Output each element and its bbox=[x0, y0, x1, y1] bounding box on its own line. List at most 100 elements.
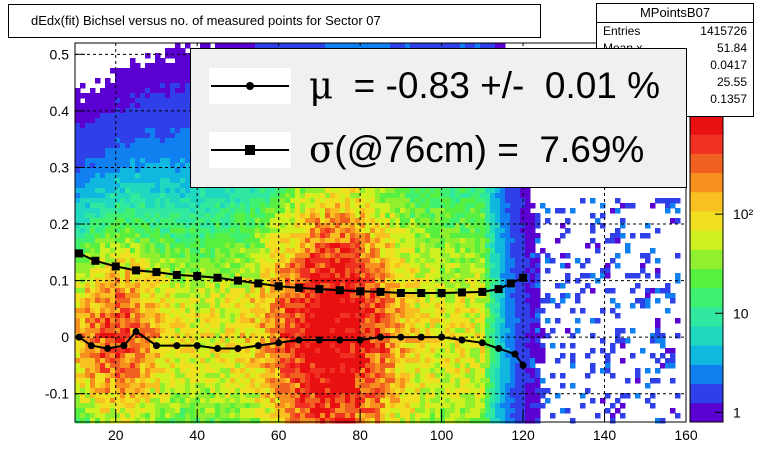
heatmap-cell bbox=[140, 168, 146, 174]
heatmap-cell bbox=[310, 253, 316, 259]
heatmap-cell bbox=[280, 358, 286, 364]
heatmap-cell bbox=[190, 248, 196, 254]
heatmap-cell bbox=[195, 218, 201, 224]
heatmap-cell bbox=[330, 243, 336, 249]
heatmap-cell bbox=[365, 213, 371, 219]
heatmap-cell bbox=[330, 283, 336, 289]
heatmap-cell bbox=[250, 383, 256, 389]
heatmap-cell bbox=[165, 288, 171, 294]
heatmap-cell bbox=[130, 238, 136, 244]
heatmap-cell bbox=[180, 103, 186, 109]
heatmap-cell bbox=[205, 243, 211, 249]
heatmap-cell bbox=[245, 358, 251, 364]
heatmap-cell bbox=[125, 318, 131, 324]
heatmap-cell bbox=[100, 128, 106, 134]
heatmap-cell bbox=[205, 313, 211, 319]
heatmap-cell bbox=[255, 308, 261, 314]
heatmap-cell bbox=[340, 403, 346, 409]
heatmap-cell bbox=[385, 393, 391, 399]
heatmap-cell bbox=[235, 238, 241, 244]
heatmap-cell bbox=[145, 73, 151, 79]
heatmap-cell bbox=[90, 328, 96, 334]
heatmap-cell bbox=[280, 298, 286, 304]
heatmap-cell bbox=[115, 203, 121, 209]
heatmap-cell bbox=[145, 343, 151, 349]
heatmap-cell bbox=[135, 343, 141, 349]
heatmap-cell bbox=[125, 233, 131, 239]
heatmap-cell bbox=[300, 353, 306, 359]
heatmap-cell bbox=[400, 298, 406, 304]
heatmap-cell bbox=[115, 268, 121, 274]
heatmap-cell bbox=[140, 223, 146, 229]
heatmap-cell bbox=[275, 358, 281, 364]
heatmap-cell bbox=[400, 233, 406, 239]
heatmap-cell bbox=[185, 218, 191, 224]
heatmap-cell bbox=[90, 168, 96, 174]
heatmap-cell bbox=[140, 353, 146, 359]
heatmap-cell bbox=[235, 223, 241, 229]
heatmap-cell bbox=[90, 323, 96, 329]
heatmap-cell bbox=[160, 203, 166, 209]
heatmap-cell bbox=[375, 403, 381, 409]
heatmap-cell bbox=[125, 113, 131, 119]
heatmap-cell bbox=[80, 398, 86, 404]
heatmap-cell bbox=[115, 363, 121, 369]
heatmap-cell bbox=[330, 358, 336, 364]
heatmap-cell bbox=[275, 368, 281, 374]
heatmap-cell bbox=[185, 178, 191, 184]
heatmap-cell bbox=[190, 298, 196, 304]
heatmap-cell bbox=[120, 318, 126, 324]
heatmap-cell bbox=[95, 188, 101, 194]
heatmap-cell bbox=[210, 398, 216, 404]
heatmap-cell bbox=[155, 353, 161, 359]
heatmap-cell bbox=[120, 263, 126, 269]
heatmap-cell bbox=[110, 288, 116, 294]
heatmap-cell bbox=[215, 328, 221, 334]
heatmap-cell bbox=[345, 418, 351, 424]
heatmap-cell bbox=[120, 338, 126, 344]
heatmap-cell bbox=[120, 248, 126, 254]
heatmap-cell bbox=[380, 348, 386, 354]
heatmap-cell bbox=[85, 338, 91, 344]
heatmap-cell bbox=[195, 303, 201, 309]
heatmap-cell bbox=[105, 303, 111, 309]
heatmap-cell bbox=[300, 378, 306, 384]
heatmap-cell bbox=[180, 413, 186, 419]
heatmap-cell bbox=[120, 313, 126, 319]
heatmap-cell bbox=[350, 363, 356, 369]
heatmap-cell bbox=[75, 308, 81, 314]
heatmap-cell bbox=[165, 68, 171, 74]
heatmap-cell bbox=[295, 403, 301, 409]
heatmap-cell bbox=[85, 178, 91, 184]
heatmap-cell bbox=[370, 258, 376, 264]
heatmap-cell bbox=[325, 333, 331, 339]
heatmap-cell bbox=[255, 353, 261, 359]
heatmap-cell bbox=[360, 308, 366, 314]
heatmap-cell bbox=[305, 248, 311, 254]
heatmap-cell bbox=[175, 303, 181, 309]
heatmap-cell bbox=[395, 413, 401, 419]
heatmap-cell bbox=[265, 253, 271, 259]
heatmap-cell bbox=[195, 353, 201, 359]
heatmap-cell bbox=[350, 388, 356, 394]
heatmap-cell bbox=[145, 208, 151, 214]
heatmap-cell bbox=[215, 258, 221, 264]
heatmap-cell bbox=[160, 218, 166, 224]
heatmap-cell bbox=[100, 288, 106, 294]
heatmap-cell bbox=[395, 358, 401, 364]
heatmap-cell bbox=[90, 133, 96, 139]
heatmap-cell bbox=[170, 218, 176, 224]
heatmap-cell bbox=[190, 223, 196, 229]
heatmap-cell bbox=[220, 358, 226, 364]
heatmap-cell bbox=[245, 293, 251, 299]
heatmap-cell bbox=[200, 253, 206, 259]
heatmap-cell bbox=[145, 53, 151, 59]
heatmap-cell bbox=[200, 293, 206, 299]
heatmap-cell bbox=[110, 308, 116, 314]
heatmap-cell bbox=[385, 198, 391, 204]
heatmap-cell bbox=[345, 348, 351, 354]
heatmap-cell bbox=[325, 418, 331, 424]
heatmap-cell bbox=[385, 213, 391, 219]
heatmap-cell bbox=[110, 158, 116, 164]
heatmap-cell bbox=[110, 183, 116, 189]
